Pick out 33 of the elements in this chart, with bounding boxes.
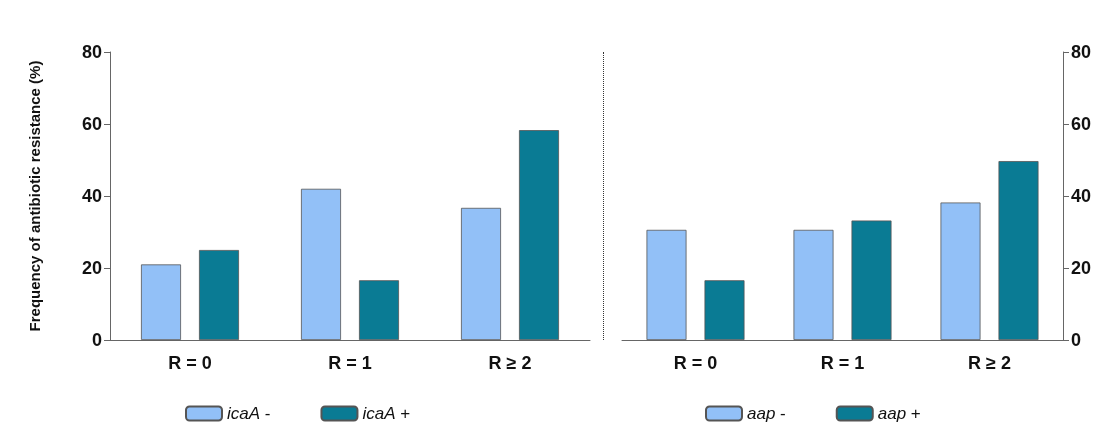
- bar: [199, 250, 239, 340]
- y-tick-label: 20: [81, 258, 102, 278]
- bar: [704, 280, 745, 340]
- bar: [141, 264, 181, 340]
- x-tick-label: R ≥ 2: [488, 353, 532, 373]
- y-tick-label: 60: [81, 114, 102, 134]
- legend-label: aap +: [877, 404, 921, 423]
- x-tick-label: R = 0: [673, 353, 718, 373]
- legend-label: icaA -: [227, 404, 271, 423]
- legend-label: aap -: [747, 404, 786, 423]
- y-tick-label: 20: [1071, 258, 1092, 278]
- y-tick-label: 0: [1071, 330, 1082, 350]
- y-tick-label: 40: [81, 186, 102, 206]
- y-tick-label: 60: [1071, 114, 1092, 134]
- bar: [998, 161, 1039, 340]
- y-tick-label: 80: [1071, 42, 1092, 62]
- legend-label: icaA +: [362, 404, 411, 423]
- y-tick-label: 40: [1071, 186, 1092, 206]
- bar: [940, 202, 981, 340]
- bar: [793, 229, 834, 340]
- y-axis-title: Frequency of antibiotic resistance (%): [26, 60, 43, 332]
- bar: [851, 220, 892, 340]
- bar: [519, 130, 559, 340]
- x-tick-label: R = 1: [820, 353, 865, 373]
- y-tick-label: 0: [91, 330, 102, 350]
- bar: [461, 207, 501, 340]
- x-tick-label: R = 1: [328, 353, 372, 373]
- bar: [646, 229, 687, 340]
- y-tick-label: 80: [81, 42, 102, 62]
- bar: [301, 188, 341, 340]
- x-tick-label: R = 0: [168, 353, 212, 373]
- bar: [359, 280, 399, 340]
- x-tick-label: R ≥ 2: [968, 353, 1011, 373]
